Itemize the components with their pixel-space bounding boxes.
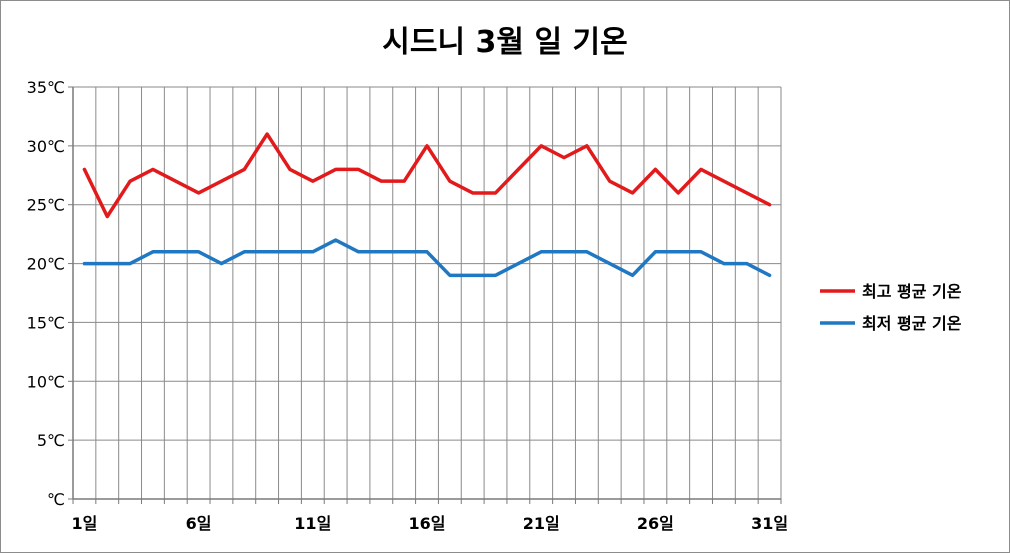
x-tick-label: 31일 [751,514,788,533]
legend-label: 최저 평균 기온 [862,314,962,333]
series-lines [82,132,772,278]
x-axis-ticks: 1일 6일 11일 16일 21일 26일 31일 [71,514,788,533]
y-tick-label: 30℃ [27,137,65,156]
x-tick-label: 21일 [523,514,560,533]
x-tick-label: 6일 [186,514,212,533]
x-tick-label: 16일 [409,514,446,533]
y-tick-label: 20℃ [27,255,65,274]
y-axis-ticks: ℃ 5℃ 10℃ 15℃ 20℃ 25℃ 30℃ 35℃ [27,78,65,509]
y-tick-label: 15℃ [27,313,65,332]
legend-label: 최고 평균 기온 [862,282,962,301]
x-tick-label: 26일 [637,514,674,533]
y-tick-label: 35℃ [27,78,65,97]
y-tick-label: 25℃ [27,196,65,215]
series-line-2 [82,238,772,278]
y-tick-label: 5℃ [37,431,65,450]
series-line-1 [82,132,772,219]
x-tick-label: 1일 [71,514,97,533]
axes [68,86,782,504]
y-tick-label: 10℃ [27,372,65,391]
y-tick-label: ℃ [47,490,65,509]
x-tick-label: 11일 [294,514,331,533]
chart-title: 시드니 3월 일 기온 [382,25,627,60]
